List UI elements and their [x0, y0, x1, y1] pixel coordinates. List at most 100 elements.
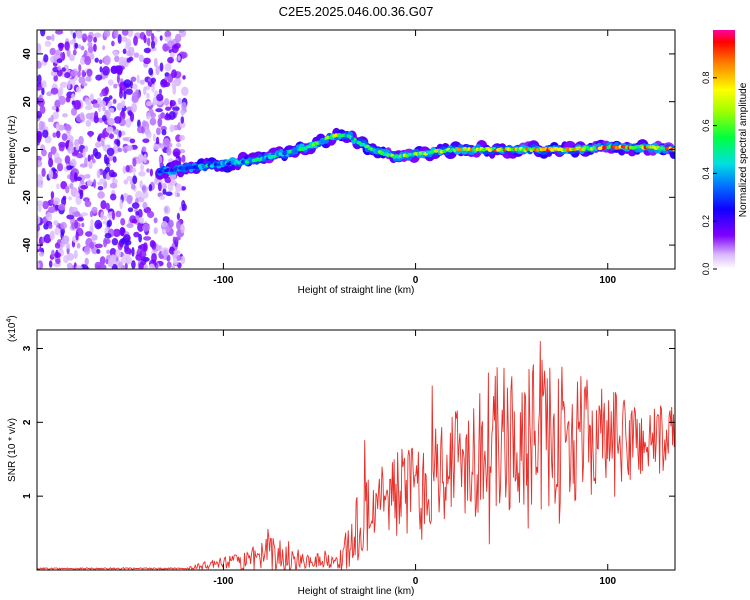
noise-blob — [82, 148, 86, 158]
noise-blob — [143, 153, 147, 164]
noise-blob — [69, 160, 77, 167]
noise-blob — [139, 180, 143, 189]
noise-blob — [48, 157, 54, 168]
noise-blob — [52, 111, 59, 120]
noise-blob — [43, 234, 52, 244]
noise-blob — [126, 175, 133, 182]
noise-blob — [85, 231, 93, 237]
noise-blob — [159, 35, 163, 41]
snr-series-line — [37, 340, 675, 570]
noise-blob — [124, 247, 132, 255]
noise-blob — [81, 222, 85, 228]
noise-blob — [137, 196, 145, 203]
noise-blob — [115, 249, 121, 258]
noise-blob — [143, 242, 148, 253]
noise-blob — [56, 183, 60, 190]
noise-blob — [121, 36, 128, 42]
noise-blob — [40, 30, 46, 37]
noise-blob — [37, 179, 42, 188]
noise-blob — [106, 249, 110, 254]
noise-blob — [42, 129, 49, 138]
noise-blob — [168, 246, 175, 255]
noise-blob — [67, 253, 75, 261]
colorbar-tick-label: 0.6 — [701, 119, 711, 132]
noise-blob — [107, 257, 114, 268]
noise-blob — [129, 138, 136, 144]
noise-blob — [143, 86, 147, 96]
noise-blob — [51, 34, 55, 42]
noise-blob — [57, 42, 65, 49]
noise-blob — [91, 158, 96, 164]
noise-blob — [118, 261, 123, 268]
noise-blob — [98, 59, 103, 64]
noise-blob — [54, 227, 61, 236]
noise-blob — [119, 110, 126, 121]
noise-blob — [78, 64, 82, 72]
noise-blob — [91, 234, 98, 241]
noise-blob — [142, 138, 150, 143]
noise-blob — [88, 160, 93, 169]
noise-blob — [180, 116, 185, 124]
chart-title: C2E5.2025.046.00.36.G07 — [279, 4, 434, 19]
noise-blob — [171, 69, 177, 79]
noise-blob — [175, 183, 182, 192]
noise-blob — [181, 203, 187, 211]
y-tick-label: 1 — [22, 493, 33, 499]
noise-blob — [81, 82, 88, 87]
noise-blob — [84, 145, 89, 152]
noise-blob — [162, 81, 171, 88]
noise-blob — [80, 185, 89, 190]
noise-blob — [89, 93, 94, 102]
noise-blob — [164, 30, 172, 38]
noise-blob — [182, 75, 186, 80]
noise-blob — [78, 135, 84, 145]
noise-blob — [148, 67, 154, 76]
trace-cell — [353, 137, 357, 142]
noise-blob — [180, 186, 186, 191]
noise-blob — [171, 265, 175, 269]
noise-blob — [76, 242, 81, 249]
noise-blob — [91, 206, 98, 214]
noise-blob — [122, 234, 131, 243]
noise-blob — [157, 182, 162, 192]
noise-blob — [159, 195, 166, 200]
noise-blob — [77, 44, 82, 49]
noise-blob — [37, 215, 41, 225]
noise-blob — [166, 254, 171, 262]
noise-blob — [123, 148, 128, 154]
noise-blob — [132, 83, 138, 90]
colorbar-tick-label: 0.4 — [701, 167, 711, 180]
noise-blob — [106, 147, 115, 156]
noise-blob — [176, 192, 180, 198]
noise-blob — [179, 121, 186, 129]
noise-blob — [48, 260, 53, 268]
noise-blob — [84, 246, 91, 255]
noise-blob — [107, 219, 113, 227]
noise-blob — [139, 250, 147, 259]
noise-blob — [57, 65, 61, 71]
noise-blob — [176, 142, 182, 148]
noise-blob — [117, 34, 122, 44]
noise-blob — [113, 83, 118, 89]
noise-blob — [108, 95, 113, 100]
noise-blob — [161, 182, 167, 191]
noise-blob — [181, 86, 189, 97]
noise-blob — [50, 146, 57, 155]
snr-ylabel: SNR (10 * v/v) — [7, 418, 18, 482]
noise-blob — [55, 258, 61, 265]
noise-blob — [56, 58, 63, 64]
noise-blob — [148, 263, 155, 269]
noise-blob — [50, 114, 54, 123]
noise-blob — [163, 46, 171, 51]
noise-blob — [59, 81, 68, 88]
noise-blob — [53, 74, 58, 82]
noise-blob — [152, 143, 160, 151]
noise-blob — [46, 91, 52, 97]
noise-blob — [43, 54, 49, 63]
noise-blob — [61, 67, 66, 72]
noise-blob — [41, 167, 46, 177]
noise-blob — [103, 55, 111, 66]
spectrogram-panel: -100 0 100 -40 -20 0 20 40 Height of straight l… — [7, 29, 676, 296]
noise-blob — [65, 242, 71, 249]
